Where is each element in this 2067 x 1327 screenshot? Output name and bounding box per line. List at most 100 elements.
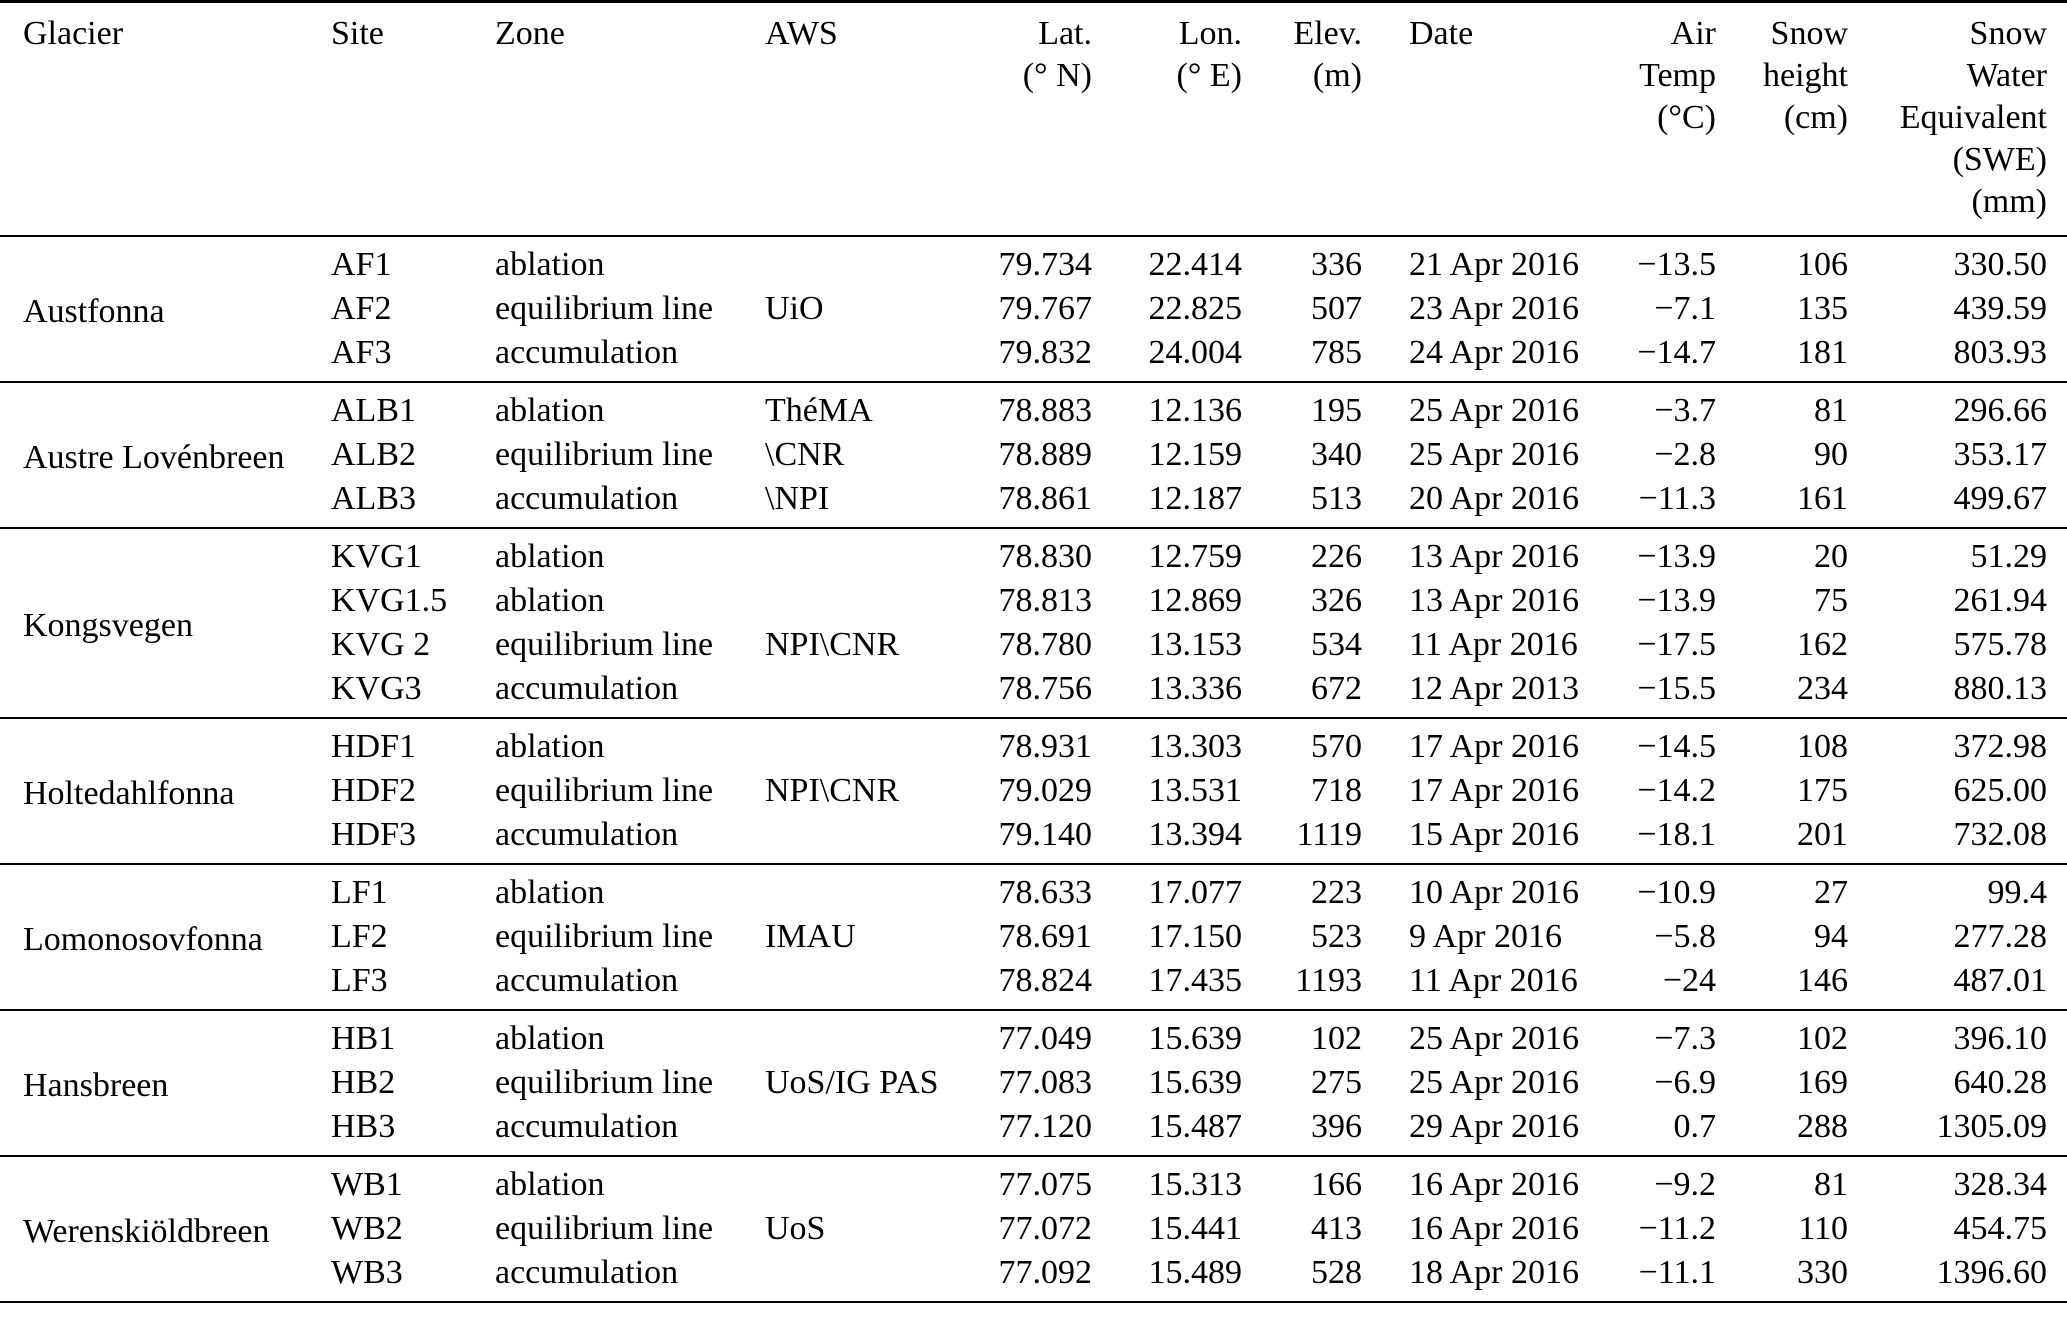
snow-cell: 20 [1814,538,1848,575]
column-header-line: (m) [1312,57,1362,94]
aws-cell [760,331,985,382]
lat-cell: 78.824 [998,962,1093,999]
elev-cell: 672 [1311,670,1362,707]
lat-cell: 78.883 [998,392,1093,429]
zone-cell: equilibrium line [495,772,714,809]
date-cell: 25 Apr 2016 [1409,392,1579,429]
snow-cell: 234 [1797,670,1848,707]
swe-cell: 439.59 [1953,290,2048,327]
lat-cell: 79.140 [998,816,1093,853]
elev-cell: 1119 [1296,816,1362,853]
swe-cell: 625.00 [1953,772,2048,809]
swe-cell: 51.29 [1970,538,2048,575]
snow-cell: 169 [1797,1064,1848,1101]
column-header-line: (SWE) [1952,141,2047,178]
lon-cell: 22.825 [1148,290,1243,327]
column-header-glacier: Glacier [0,2,308,237]
site-cell: KVG1 [331,538,422,575]
lat-cell: 77.049 [998,1020,1093,1057]
zone-cell: ablation [495,1020,605,1057]
column-header-elev: Elev. (m) [1245,2,1365,237]
temp-cell: −3.7 [1654,392,1716,429]
zone-cell: ablation [495,874,605,911]
lat-cell: 79.734 [998,246,1093,283]
aws-cell: \CNR [765,436,845,473]
lat-cell: 78.756 [998,670,1093,707]
snow-cell: 288 [1797,1108,1848,1145]
date-cell: 12 Apr 2013 [1409,670,1579,707]
table-row: Lomonosovfonna LF1 ablation 78.633 17.077 223… [0,864,2067,958]
lat-cell: 79.767 [998,290,1093,327]
snow-cell: 102 [1797,1020,1848,1057]
site-cell: HDF1 [331,728,417,765]
swe-cell: 454.75 [1953,1210,2048,1247]
aws-cell [760,1010,985,1061]
swe-cell: 880.13 [1953,670,2048,707]
table-row: KVG3 accumulation 78.756 13.336 672 12 Apr 20… [0,667,2067,718]
site-cell: WB3 [331,1254,403,1291]
table-row: Hansbreen HB1 ablation 77.049 15.639 102 25 Ap… [0,1010,2067,1104]
lat-cell: 78.889 [998,436,1093,473]
site-cell: ALB2 [331,436,416,473]
zone-cell: accumulation [495,334,679,371]
swe-cell: 575.78 [1953,626,2048,663]
zone-cell: equilibrium line [495,290,714,327]
snow-cell: 81 [1814,1166,1848,1203]
date-cell: 16 Apr 2016 [1409,1210,1579,1247]
elev-cell: 523 [1311,918,1362,955]
glacier-name: Austre Lovénbreen [23,439,285,476]
glacier-name: Kongsvegen [23,607,193,644]
swe-cell: 328.34 [1953,1166,2048,1203]
elev-cell: 1193 [1295,962,1362,999]
lat-cell: 77.120 [998,1108,1093,1145]
site-cell: HDF3 [331,816,417,853]
snow-cell: 175 [1797,772,1848,809]
site-cell: KVG3 [331,670,422,707]
table-row: KVG1.5 ablation 78.813 12.869 326 13 Apr 2016… [0,579,2067,623]
snow-cell: 75 [1814,582,1848,619]
lon-cell: 15.313 [1148,1166,1243,1203]
lon-cell: 22.414 [1148,246,1243,283]
lon-cell: 15.639 [1148,1020,1243,1057]
aws-cell [760,236,985,287]
lon-cell: 12.869 [1148,582,1243,619]
temp-cell: −11.2 [1638,1210,1716,1247]
column-header-site: Site [308,2,480,237]
zone-cell: accumulation [495,480,679,517]
lat-cell: 77.083 [998,1064,1093,1101]
table-row: WB3 accumulation 77.092 15.489 528 18 Apr 201… [0,1251,2067,1302]
site-cell: LF2 [331,918,388,955]
table-row: LF3 accumulation 78.824 17.435 1193 11 Apr 20… [0,959,2067,1010]
lat-cell: 78.691 [998,918,1093,955]
site-cell: WB1 [331,1166,403,1203]
zone-cell: ablation [495,582,605,619]
temp-cell: −18.1 [1637,816,1716,853]
temp-cell: −2.8 [1654,436,1716,473]
glacier-name: Hansbreen [23,1067,169,1104]
column-header-line: (mm) [1971,183,2047,220]
temp-cell: −5.8 [1654,918,1716,955]
column-header-line: (°C) [1657,99,1716,136]
lon-cell: 15.441 [1148,1210,1243,1247]
aws-cell [760,718,985,769]
aws-cell: UiO [765,290,824,327]
lon-cell: 13.153 [1148,626,1243,663]
snow-cell: 108 [1797,728,1848,765]
table-row: KVG 2 equilibrium line NPI\CNR 78.780 13.153… [0,623,2067,667]
elev-cell: 223 [1311,874,1362,911]
site-cell: AF3 [331,334,392,371]
site-cell: LF1 [331,874,388,911]
glacier-name: Austfonna [23,293,165,330]
temp-cell: −7.1 [1654,290,1716,327]
zone-cell: ablation [495,392,605,429]
snow-cell: 81 [1814,392,1848,429]
date-cell: 15 Apr 2016 [1409,816,1579,853]
lat-cell: 78.931 [998,728,1093,765]
aws-cell: NPI\CNR [765,772,900,809]
snow-cell: 27 [1814,874,1848,911]
date-cell: 13 Apr 2016 [1409,582,1579,619]
column-header-line: (° E) [1176,57,1242,94]
table-row: Austfonna AF1 ablation 79.734 22.414 336 21 Ap… [0,236,2067,330]
zone-cell: accumulation [495,1254,679,1291]
zone-cell: accumulation [495,1108,679,1145]
